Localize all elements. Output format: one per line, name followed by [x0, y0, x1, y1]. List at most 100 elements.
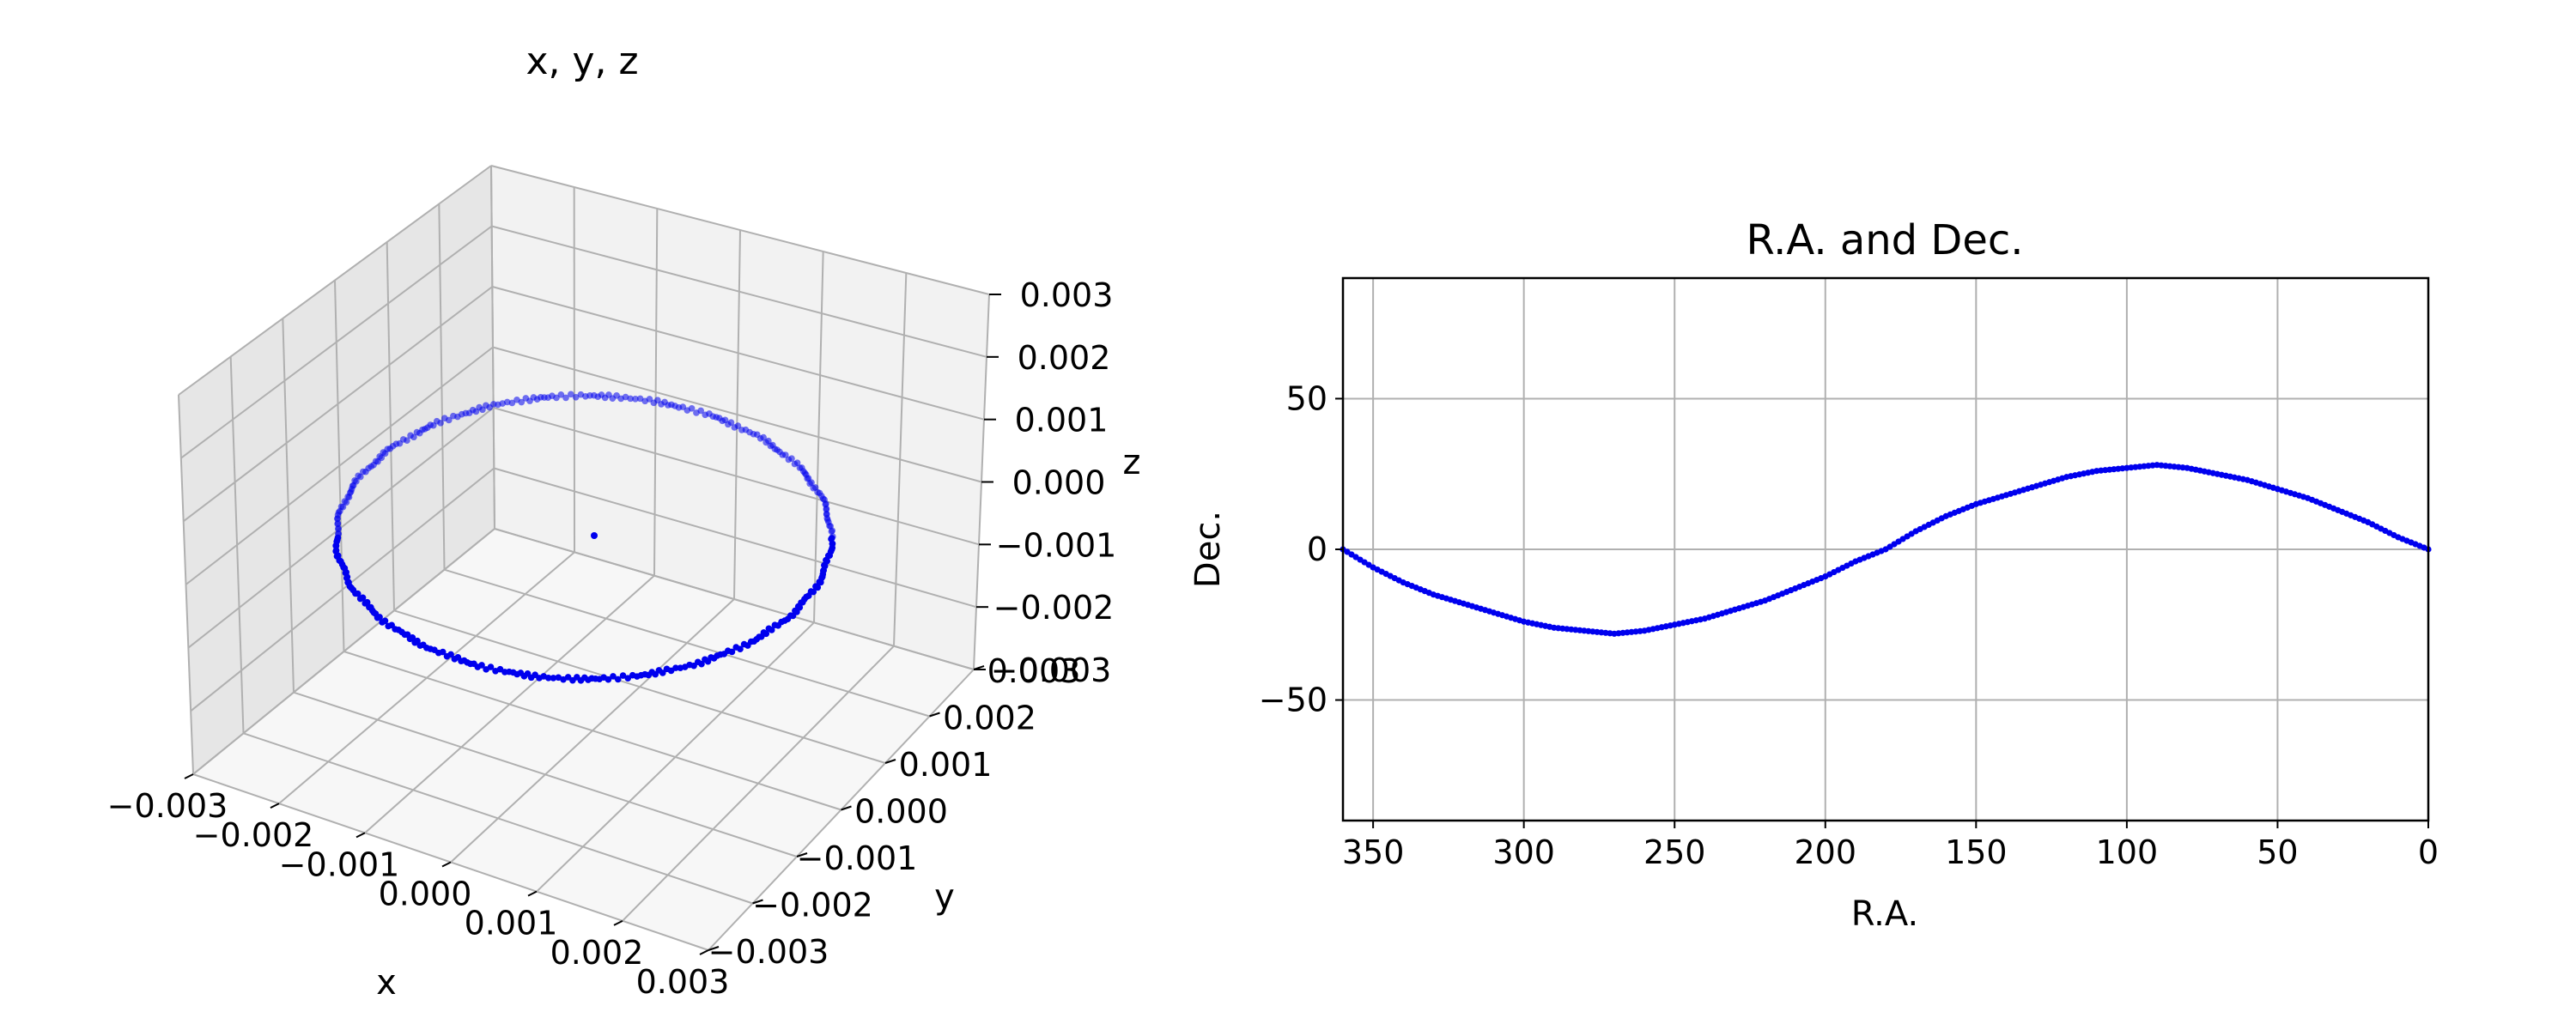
- center-point: [591, 532, 598, 539]
- dec-tick-label: −50: [1259, 682, 1327, 719]
- orbit-point: [816, 579, 823, 585]
- y-tick-mark: [841, 805, 852, 811]
- x-tick-label: −0.003: [107, 787, 228, 825]
- orbit-point: [332, 548, 339, 555]
- z-axis-label: z: [1123, 443, 1141, 482]
- orbit-point: [445, 416, 453, 424]
- x-tick-mark: [699, 949, 709, 955]
- orbit-point: [361, 600, 369, 607]
- orbit-point: [333, 553, 341, 560]
- orbit-point: [356, 595, 364, 603]
- orbit-point: [518, 398, 526, 406]
- orbit-point: [727, 419, 735, 427]
- x-tick-label: −0.002: [193, 816, 314, 854]
- orbit-point: [562, 394, 569, 402]
- y-tick-label: −0.002: [752, 887, 873, 924]
- orbit-point: [697, 407, 704, 415]
- orbit-point: [357, 473, 364, 481]
- ra-axis-label: R.A.: [1851, 894, 1918, 934]
- ra-tick-label: 0: [2418, 833, 2439, 871]
- y-tick-mark: [708, 946, 720, 951]
- y-tick-label: 0.002: [943, 700, 1036, 737]
- orbit-point: [550, 675, 557, 682]
- orbit-point: [765, 437, 772, 445]
- dec-tick-label: 50: [1286, 379, 1327, 417]
- orbit-point: [555, 674, 562, 682]
- y-tick-label: 0.000: [854, 793, 948, 831]
- orbit-point: [788, 455, 795, 462]
- orbit-point: [572, 394, 580, 401]
- orbit-point: [734, 422, 742, 429]
- orbit-point: [339, 503, 347, 511]
- left-gridline-z: [178, 165, 492, 396]
- y-tick-mark: [884, 759, 896, 764]
- orbit-point: [663, 665, 671, 673]
- back-pane: [491, 166, 989, 670]
- x-tick-label: 0.000: [379, 876, 472, 913]
- orbit-point: [557, 391, 565, 398]
- left-gridline-z: [180, 225, 493, 459]
- orbit-point: [568, 391, 574, 398]
- orbit-point: [823, 500, 829, 507]
- xyz-plot-title: x, y, z: [526, 39, 638, 83]
- orbit-point: [411, 639, 418, 646]
- ra-tick-label: 200: [1795, 833, 1857, 871]
- ra-tick-label: 100: [2096, 833, 2159, 871]
- orbit-point: [334, 520, 341, 528]
- x-tick-label: 0.002: [550, 934, 644, 972]
- orbit-point: [677, 664, 684, 671]
- orbit-point: [629, 671, 636, 679]
- orbit-point: [760, 433, 767, 441]
- orbit-point: [410, 433, 417, 441]
- orbit-point: [781, 451, 789, 458]
- orbit-point: [619, 672, 627, 679]
- orbit-point: [483, 666, 489, 673]
- orbit-point: [404, 437, 410, 445]
- z-tick-label: −0.003: [991, 651, 1112, 689]
- orbit-point: [632, 396, 639, 403]
- orbit-point: [688, 404, 696, 412]
- z-tick-label: 0.003: [1020, 276, 1114, 314]
- back-gridline-z: [490, 165, 990, 295]
- orbit-point: [808, 479, 815, 486]
- x-tick-mark: [441, 861, 452, 868]
- tick-labels-3d: −0.003−0.002−0.0010.0000.0010.0020.003−0…: [107, 276, 1117, 1001]
- orbit-points-3d: [332, 391, 836, 684]
- orbit-point: [646, 396, 653, 403]
- ra-dec-plot: R.A. and Dec. 350 300 250 200 150 100 50 0 −50 0 5…: [1188, 216, 2439, 934]
- orbit-point: [679, 403, 687, 410]
- orbit-point: [437, 420, 444, 427]
- x-axis-label: x: [376, 963, 397, 1003]
- y-tick-label: −0.003: [708, 933, 829, 971]
- x-tick-mark: [270, 803, 280, 809]
- z-tick-label: 0.002: [1018, 339, 1111, 377]
- x-tick-mark: [527, 890, 538, 897]
- x-tick-label: −0.001: [279, 845, 400, 883]
- orbit-point: [829, 533, 836, 540]
- x-tick-mark: [355, 832, 366, 839]
- back-gridline-z: [491, 225, 987, 358]
- orbit-point: [503, 398, 511, 406]
- orbit-point: [765, 625, 773, 633]
- y-tick-label: 0.003: [987, 652, 1081, 690]
- y-tick-mark: [929, 712, 940, 718]
- orbit-point: [624, 675, 632, 682]
- orbit-point: [821, 561, 828, 569]
- y-tick-label: −0.001: [797, 839, 918, 877]
- orbit-point: [823, 556, 829, 564]
- floor-gridline-y: [494, 528, 975, 670]
- orbit-point: [353, 478, 360, 485]
- orbit-point: [560, 676, 567, 683]
- ra-tick-label: 350: [1342, 833, 1405, 871]
- left-gridline-y: [490, 165, 495, 530]
- grid-lines-3d: [178, 165, 990, 951]
- dec-axis-label: Dec.: [1188, 511, 1228, 588]
- ra-tick-label: 150: [1945, 833, 2008, 871]
- orbit-point: [385, 622, 392, 630]
- z-tick-label: −0.002: [993, 589, 1115, 627]
- x-tick-label: 0.003: [636, 963, 730, 1001]
- orbit-point: [335, 525, 342, 533]
- orbit-point: [492, 667, 499, 675]
- orbit-point: [702, 656, 708, 663]
